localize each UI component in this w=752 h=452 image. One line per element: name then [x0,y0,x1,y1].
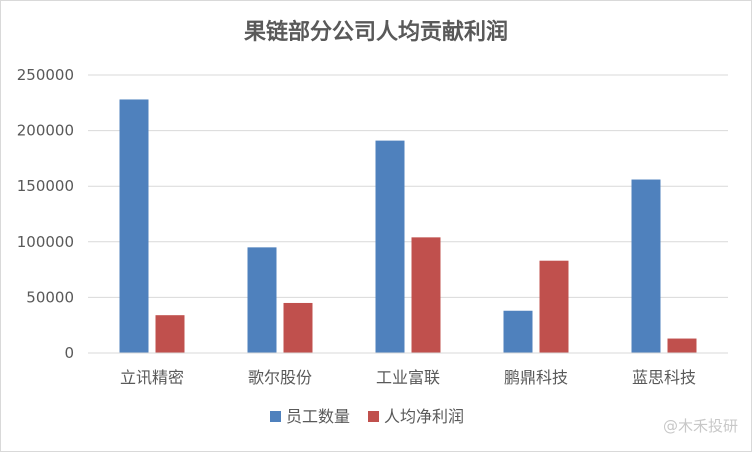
legend: 员工数量 人均净利润 [270,407,464,426]
legend-swatch [368,411,379,422]
x-tick-label: 立讯精密 [120,368,184,387]
y-tick-label: 200000 [17,122,74,140]
gridlines [88,74,728,298]
bar-employees [119,99,149,354]
bar-profit-per-capita [411,237,441,353]
y-tick-label: 50000 [26,288,74,306]
bar-employees [631,179,661,353]
bar-profit-per-capita [539,260,569,353]
x-tick-label: 鹏鼎科技 [504,368,568,387]
bar-employees [247,247,277,353]
watermark: @木禾投研 [662,417,738,435]
y-axis-ticks: 0 50000 100000 150000 200000 250000 [17,66,74,362]
chart-title: 果链部分公司人均贡献利润 [243,19,508,45]
bar-profit-per-capita [283,302,313,353]
y-tick-label: 100000 [17,233,74,251]
x-tick-label: 蓝思科技 [632,368,696,387]
bar-employees [375,140,405,353]
legend-swatch [270,411,281,422]
y-tick-label: 0 [64,344,74,362]
x-axis: 立讯精密 歌尔股份 工业富联 鹏鼎科技 蓝思科技 [88,352,728,387]
y-tick-label: 250000 [17,66,74,84]
x-tick-label: 工业富联 [376,368,440,387]
legend-label: 人均净利润 [384,407,464,426]
bar-employees [503,310,533,353]
legend-label: 员工数量 [286,407,350,426]
x-tick-label: 歌尔股份 [248,368,312,387]
bar-profit-per-capita [667,338,697,353]
bars [119,99,697,354]
y-tick-label: 150000 [17,177,74,195]
bar-profit-per-capita [155,315,185,353]
